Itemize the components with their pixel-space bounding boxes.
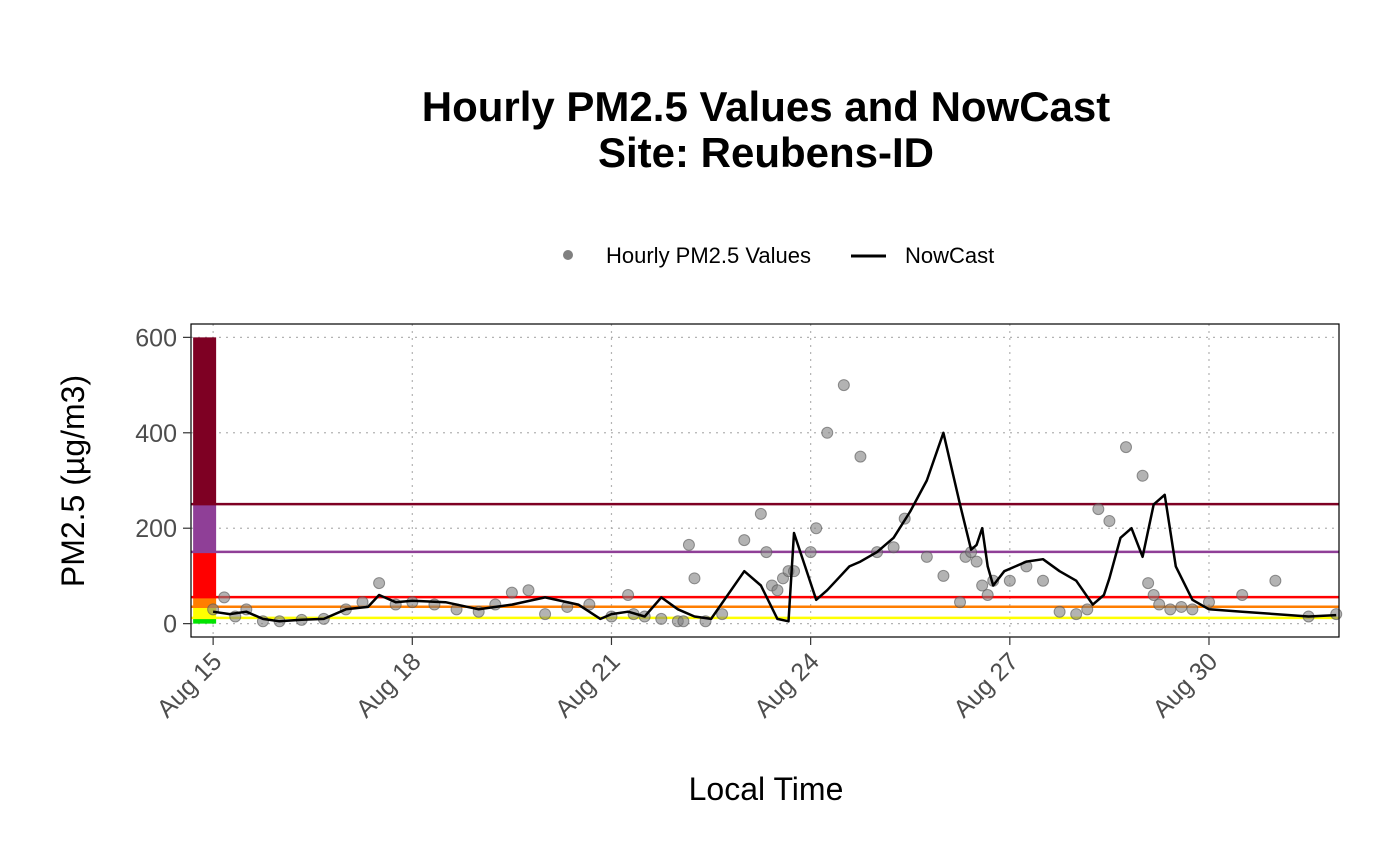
hourly-point xyxy=(655,612,668,625)
hourly-point xyxy=(981,589,994,602)
hourly-point xyxy=(505,586,518,599)
hourly-point xyxy=(539,608,552,621)
hourly-point xyxy=(887,541,900,554)
hourly-point xyxy=(1147,589,1160,602)
hourly-point xyxy=(1119,441,1132,454)
hourly-point xyxy=(920,550,933,563)
x-tick-label: Aug 30 xyxy=(1147,647,1223,723)
hourly-point xyxy=(804,546,817,559)
hourly-point xyxy=(1136,469,1149,482)
hourly-point xyxy=(583,598,596,611)
legend-label-nowcast: NowCast xyxy=(905,243,994,268)
axis-ticks: 0 200 400 600 Aug 15 Aug 18 Aug 21 Aug 24 Aug 27… xyxy=(135,324,1223,723)
hourly-point xyxy=(970,555,983,568)
hourly-point xyxy=(1164,603,1177,616)
hourly-point xyxy=(1186,603,1199,616)
chart-title: Hourly PM2.5 Values and NowCast xyxy=(422,83,1111,130)
hourly-point xyxy=(976,579,989,592)
legend-point-marker xyxy=(563,250,573,260)
nowcast-line xyxy=(212,431,1337,623)
y-axis-title: PM2.5 (µg/m3) xyxy=(55,375,91,587)
hourly-point xyxy=(810,522,823,535)
hourly-point xyxy=(1103,515,1116,528)
grid xyxy=(191,324,1339,637)
x-tick-label: Aug 21 xyxy=(550,647,626,723)
hourly-point xyxy=(1053,605,1066,618)
hourly-point xyxy=(937,569,950,582)
x-axis-title: Local Time xyxy=(689,771,844,807)
hourly-point xyxy=(218,591,231,604)
hourly-point xyxy=(760,546,773,559)
hourly-point xyxy=(1003,574,1016,587)
chart-subtitle: Site: Reubens-ID xyxy=(598,129,934,176)
aqi-bar-segment xyxy=(193,551,217,598)
aqi-bar-segment xyxy=(193,606,217,618)
x-tick-label: Aug 27 xyxy=(948,647,1024,723)
hourly-point xyxy=(1037,574,1050,587)
y-tick-label: 0 xyxy=(163,611,177,639)
x-tick-label: Aug 15 xyxy=(152,647,228,723)
hourly-point xyxy=(821,426,834,439)
aqi-bar-segment xyxy=(193,597,217,607)
hourly-point xyxy=(1070,608,1083,621)
hourly-point xyxy=(1153,598,1166,611)
hourly-point xyxy=(622,589,635,602)
x-tick-label: Aug 24 xyxy=(749,647,825,723)
hourly-point xyxy=(682,538,695,551)
hourly-point xyxy=(522,584,535,597)
y-tick-label: 200 xyxy=(135,515,177,543)
aqi-color-bar xyxy=(193,337,217,624)
hourly-point xyxy=(1175,600,1188,613)
legend-label-hourly: Hourly PM2.5 Values xyxy=(606,243,811,268)
legend: Hourly PM2.5 Values NowCast xyxy=(563,243,994,268)
plot-panel-border xyxy=(190,323,1340,638)
hourly-point xyxy=(716,608,729,621)
hourly-point xyxy=(837,379,850,392)
hourly-point xyxy=(677,615,690,628)
aqi-bar-segment xyxy=(193,617,217,624)
y-tick-label: 600 xyxy=(135,324,177,352)
hourly-point xyxy=(1092,503,1105,516)
y-tick-label: 400 xyxy=(135,420,177,448)
hourly-point xyxy=(854,450,867,463)
hourly-point xyxy=(954,596,967,609)
hourly-point xyxy=(738,534,751,547)
hourly-point xyxy=(688,572,701,585)
nowcast-line-layer xyxy=(212,431,1337,623)
hourly-point xyxy=(1269,574,1282,587)
aqi-bar-segment xyxy=(193,337,217,505)
hourly-point xyxy=(1142,577,1155,590)
hourly-point xyxy=(373,577,386,590)
hourly-point xyxy=(771,584,784,597)
x-tick-label: Aug 18 xyxy=(351,647,427,723)
aqi-bar-segment xyxy=(193,504,217,552)
hourly-point xyxy=(1081,603,1094,616)
hourly-point xyxy=(1236,589,1249,602)
hourly-point xyxy=(754,507,767,520)
hourly-point xyxy=(1202,596,1215,609)
